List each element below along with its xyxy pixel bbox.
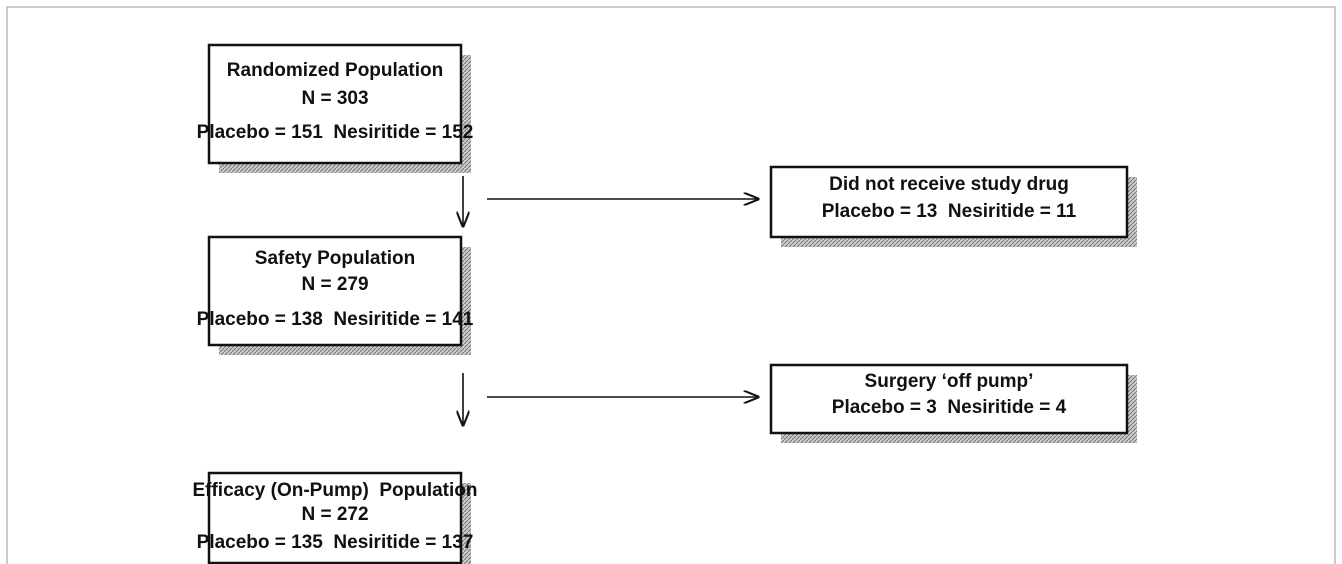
node-split: Placebo = 138 Nesiritide = 141 (197, 309, 474, 330)
node-split: Placebo = 151 Nesiritide = 152 (197, 122, 474, 143)
node-split: Placebo = 3 Nesiritide = 4 (832, 397, 1067, 418)
node-title: Safety Population (255, 248, 415, 269)
node: Randomized Population N = 303 Placebo = … (197, 43, 474, 173)
node-count: N = 303 (301, 88, 368, 109)
node-title: Surgery ‘off pump’ (865, 371, 1034, 392)
excluded-node: Did not receive study drug Placebo = 13 … (769, 165, 1137, 247)
box (207, 471, 463, 564)
node: Efficacy (On-Pump) Population N = 272 Pl… (192, 471, 478, 564)
node-split: Placebo = 135 Nesiritide = 137 (197, 532, 474, 553)
box (207, 235, 463, 347)
node-split: Placebo = 13 Nesiritide = 11 (822, 201, 1077, 222)
node: Safety Population N = 279 Placebo = 138 … (197, 235, 474, 355)
node-title: Did not receive study drug (829, 174, 1069, 195)
box (769, 363, 1129, 435)
excluded-node: Surgery ‘off pump’ Placebo = 3 Nesiritid… (769, 363, 1137, 443)
node-title: Randomized Population (227, 60, 443, 81)
box (207, 43, 463, 165)
node-title: Efficacy (On-Pump) Population (192, 480, 477, 501)
node-count: N = 272 (301, 504, 368, 525)
node-count: N = 279 (301, 274, 368, 295)
box (769, 165, 1129, 239)
frame (6, 6, 1336, 564)
